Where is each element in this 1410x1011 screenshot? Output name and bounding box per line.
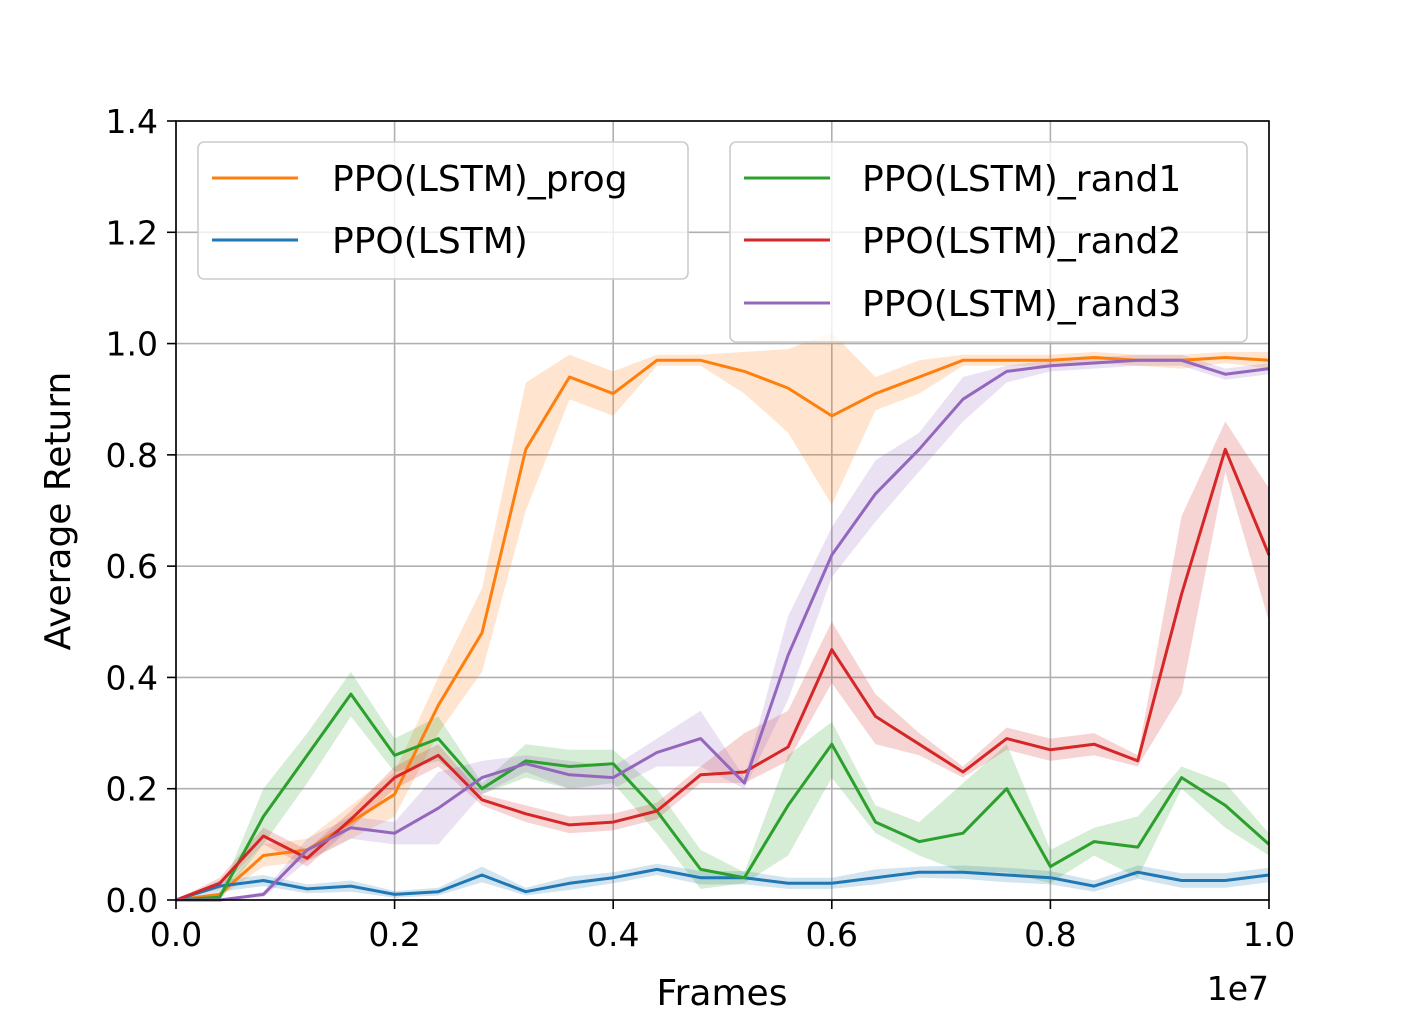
y-tick-label: 0.6 [106, 547, 158, 586]
x-tick-label: 0.0 [150, 915, 202, 954]
x-tick-label: 0.6 [806, 915, 858, 954]
legend-left-box [197, 141, 689, 280]
y-tick-label: 1.4 [106, 102, 158, 141]
line-ppo-lstm-rand3 [176, 358, 1270, 902]
x-tick-label: 0.8 [1024, 915, 1076, 954]
x-tick-label: 1.0 [1243, 915, 1295, 954]
line-ppo-lstm-rand1 [175, 692, 1270, 902]
legend-label: PPO(LSTM) [332, 221, 528, 262]
band-ppo-lstm-rand1 [176, 671, 1269, 900]
x-axis-offset-text: 1e7 [1207, 969, 1269, 1008]
line-ppo-lstm [175, 867, 1270, 902]
y-axis-ticks: 0.0 0.2 0.4 0.6 0.8 1.0 1.2 1.4 [106, 102, 176, 920]
x-tick-label: 0.2 [368, 915, 420, 954]
x-tick-label: 0.4 [587, 915, 639, 954]
legend-left: PPO(LSTM)_prog PPO(LSTM) [197, 141, 689, 280]
legend-label: PPO(LSTM)_rand3 [862, 284, 1181, 325]
legend-label: PPO(LSTM)_rand2 [862, 221, 1181, 262]
legend-right-box [729, 141, 1248, 343]
legend-label: PPO(LSTM)_rand1 [862, 159, 1181, 200]
series-lines [175, 356, 1271, 902]
line-ppo-lstm-prog [175, 356, 1270, 902]
y-tick-label: 1.2 [106, 213, 158, 252]
y-tick-label: 0.8 [106, 436, 158, 475]
legend-label: PPO(LSTM)_prog [332, 159, 628, 200]
line-ppo-lstm-rand2 [175, 447, 1271, 902]
band-ppo-lstm-prog [176, 332, 1269, 900]
plot-frame [175, 120, 1270, 901]
y-tick-label: 0.0 [106, 881, 158, 920]
legend-right: PPO(LSTM)_rand1 PPO(LSTM)_rand2 PPO(LSTM… [729, 141, 1248, 343]
y-tick-label: 1.0 [106, 325, 158, 364]
x-axis-label: Frames [657, 973, 788, 1011]
y-tick-label: 0.4 [106, 658, 158, 697]
confidence-bands [176, 332, 1269, 900]
y-axis-label: Average Return [38, 372, 79, 651]
x-axis-ticks: 0.0 0.2 0.4 0.6 0.8 1.0 [150, 900, 1295, 954]
y-tick-label: 0.2 [106, 770, 158, 809]
